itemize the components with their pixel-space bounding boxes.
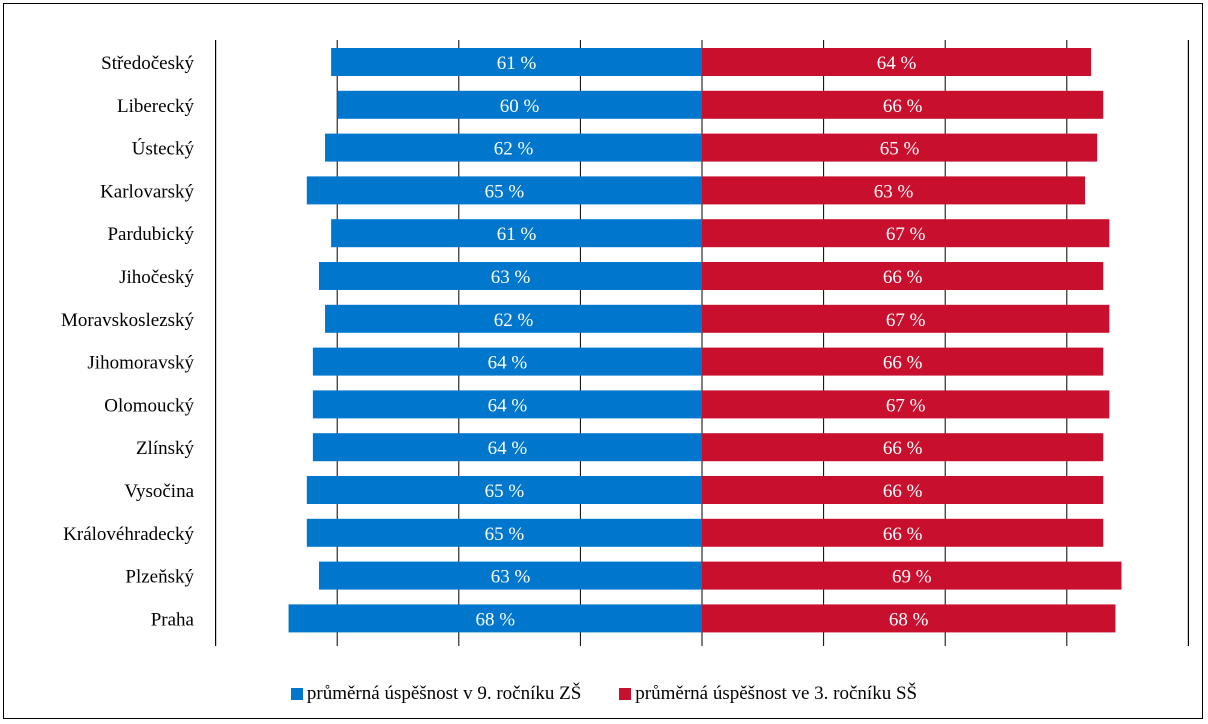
bar-ss [702, 518, 1104, 547]
bar-ss [702, 347, 1104, 376]
category-label: Ústecký [132, 138, 195, 160]
data-label-zs: 65 % [485, 524, 525, 545]
bar-ss [702, 48, 1092, 76]
category-label: Karlovarský [100, 181, 194, 202]
bar-zs [288, 604, 702, 633]
data-label-zs: 65 % [485, 181, 525, 202]
category-label: Moravskoslezský [61, 310, 194, 331]
data-label-ss: 68 % [889, 609, 929, 630]
bar-ss [702, 561, 1122, 590]
bar-zs [318, 561, 702, 590]
bar-ss [702, 604, 1116, 633]
category-label: Praha [151, 609, 195, 630]
data-label-zs: 63 % [491, 567, 531, 588]
data-label-ss: 66 % [883, 267, 923, 288]
category-label: Jihočeský [119, 267, 194, 288]
data-label-zs: 65 % [485, 481, 525, 502]
data-label-zs: 61 % [497, 53, 537, 74]
bar-ss [702, 433, 1104, 462]
bar-ss [702, 390, 1110, 419]
bar-zs [312, 390, 702, 419]
bar-zs [331, 48, 702, 76]
bar-zs [306, 476, 702, 504]
data-label-ss: 66 % [883, 524, 923, 545]
data-label-zs: 64 % [488, 353, 528, 374]
category-label: Středočeský [101, 53, 194, 74]
bar-ss [702, 219, 1110, 248]
legend-item-zs: průměrná úspěšnost v 9. ročníku ZŠ [290, 683, 582, 705]
legend-swatch-ss [619, 688, 632, 700]
data-label-zs: 62 % [494, 310, 534, 331]
bar-ss [702, 304, 1110, 333]
legend: průměrná úspěšnost v 9. ročníku ZŠ průmě… [0, 682, 1208, 706]
category-label: Jihomoravský [87, 353, 194, 374]
data-label-zs: 62 % [494, 139, 534, 160]
bar-zs [318, 262, 702, 290]
bar-zs [337, 90, 702, 119]
data-label-ss: 63 % [874, 181, 914, 202]
category-label: Vysočina [124, 481, 194, 502]
legend-item-ss: průměrná úspěšnost ve 3. ročníku SŠ [619, 683, 917, 705]
legend-label-ss: průměrná úspěšnost ve 3. ročníku SŠ [635, 683, 918, 704]
bar-ss [702, 176, 1086, 205]
data-label-ss: 67 % [886, 395, 926, 416]
bar-zs [312, 347, 702, 376]
data-label-zs: 64 % [488, 438, 528, 459]
bar-zs [312, 433, 702, 462]
category-label: Plzeňský [125, 567, 194, 588]
category-label: Zlínský [136, 438, 195, 459]
category-label: Pardubický [107, 224, 194, 245]
data-label-ss: 69 % [892, 567, 932, 588]
bar-ss [702, 262, 1104, 290]
bar-ss [702, 90, 1104, 119]
bar-zs [306, 518, 702, 547]
legend-label-zs: průměrná úspěšnost v 9. ročníku ZŠ [306, 683, 582, 704]
data-label-zs: 64 % [488, 395, 528, 416]
data-label-ss: 66 % [883, 481, 923, 502]
data-label-zs: 60 % [500, 96, 540, 117]
category-label: Liberecký [117, 96, 195, 117]
bar-zs [331, 219, 702, 248]
data-label-zs: 63 % [491, 267, 531, 288]
data-label-ss: 65 % [880, 139, 920, 160]
category-label: Olomoucký [104, 395, 194, 416]
data-label-ss: 66 % [883, 96, 923, 117]
data-label-zs: 61 % [497, 224, 537, 245]
category-label: Královéhradecký [63, 524, 194, 545]
data-label-ss: 66 % [883, 353, 923, 374]
bar-ss [702, 133, 1098, 162]
data-label-ss: 64 % [877, 53, 917, 74]
data-label-zs: 68 % [475, 609, 515, 630]
data-label-ss: 66 % [883, 438, 923, 459]
data-label-ss: 67 % [886, 310, 926, 331]
bar-zs [306, 176, 702, 205]
bar-zs [325, 304, 702, 333]
data-label-ss: 67 % [886, 224, 926, 245]
bar-ss [702, 476, 1104, 504]
legend-swatch-zs [290, 688, 303, 700]
bar-zs [325, 133, 702, 162]
